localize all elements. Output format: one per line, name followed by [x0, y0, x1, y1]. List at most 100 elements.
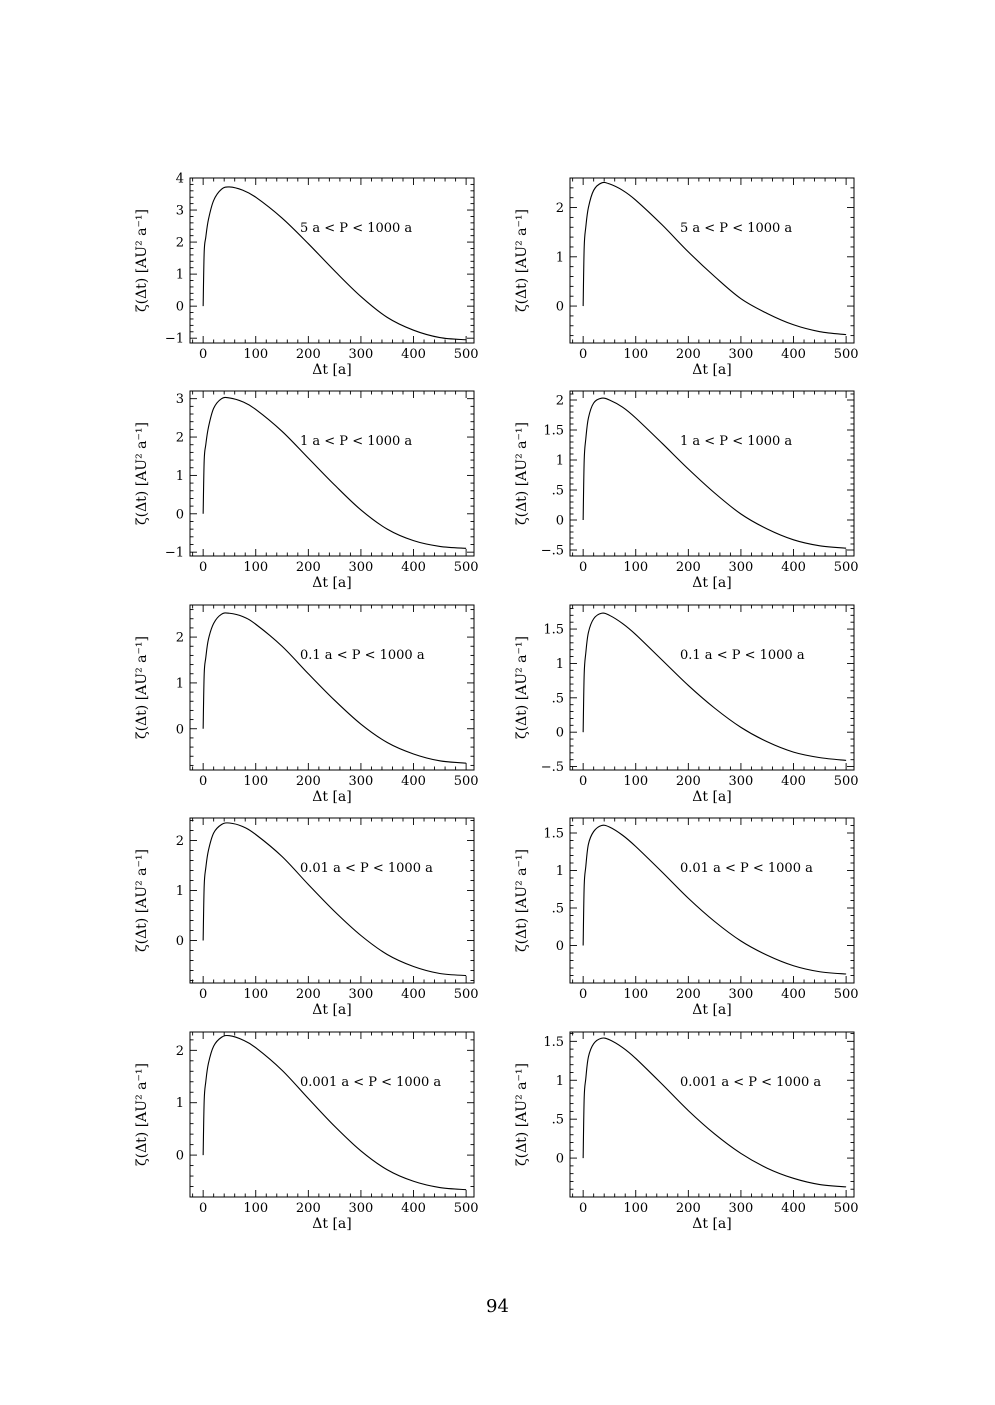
plot-frame — [569, 817, 855, 984]
chart-panel-9: 0 100 200 300 400 500 0 1 2 Δt [a] ζ(Δt) [AU² a⁻¹]… — [134, 1031, 479, 1232]
x-tick-label: 300 — [729, 560, 754, 575]
x-tick-label: 200 — [296, 774, 321, 789]
y-tick-label: 1 — [176, 676, 184, 691]
series-line-1 — [202, 396, 467, 549]
y-tick-label: 1 — [556, 864, 564, 879]
x-tick-label: 200 — [676, 774, 701, 789]
chart-panel-1: 0 100 200 300 400 500 −1 0 1 2 3 4 Δt [a] ζ(Δt) [AU² … — [134, 172, 479, 379]
y-tick-label: 2 — [176, 431, 184, 446]
x-axis-label: Δt [a] — [692, 1216, 731, 1232]
range-annotation: 0.1 a < P < 1000 a — [300, 648, 425, 663]
x-tick-label: 100 — [243, 347, 268, 362]
y-tick-label: .5 — [552, 484, 564, 499]
x-tick-label: 500 — [454, 347, 479, 362]
y-tick-label: 2 — [176, 631, 184, 646]
y-tick-label: 1.5 — [543, 827, 564, 842]
y-tick-label: 3 — [176, 204, 184, 219]
x-tick-label: 400 — [781, 774, 806, 789]
y-tick-label: 1 — [176, 884, 184, 899]
page-number: 94 — [486, 1296, 509, 1317]
chart-panel-7: 0 100 200 300 400 500 0 1 2 Δt [a] ζ(Δt) [AU² a⁻¹]… — [134, 817, 479, 1018]
y-tick-label: 0 — [556, 939, 564, 954]
range-annotation: 0.01 a < P < 1000 a — [680, 861, 813, 876]
x-axis-label: Δt [a] — [692, 1002, 731, 1018]
x-tick-label: 400 — [781, 1201, 806, 1216]
x-tick-label: 400 — [401, 1201, 426, 1216]
chart-panel-10: 0 100 200 300 400 500 0 .5 1 1.5 Δt [a] ζ(Δt) [AU² … — [514, 1031, 859, 1232]
y-tick-label: −.5 — [541, 544, 564, 559]
x-tick-label: 500 — [834, 774, 859, 789]
chart-panel-6: 0 100 200 300 400 500 −.5 0 .5 1 1.5 Δt [a] ζ(Δt) [A… — [514, 604, 859, 805]
x-tick-label: 400 — [781, 560, 806, 575]
range-annotation: 5 a < P < 1000 a — [680, 221, 792, 236]
y-axis-label: ζ(Δt) [AU² a⁻¹] — [514, 422, 530, 525]
x-axis-label: Δt [a] — [312, 1216, 351, 1232]
y-tick-label: 1.5 — [543, 623, 564, 638]
x-tick-label: 200 — [296, 560, 321, 575]
x-tick-label: 200 — [296, 987, 321, 1002]
y-axis-label: ζ(Δt) [AU² a⁻¹] — [134, 209, 150, 312]
x-tick-label: 100 — [623, 987, 648, 1002]
chart-panel-8: 0 100 200 300 400 500 0 .5 1 1.5 Δt [a] ζ(Δt) [AU² … — [514, 817, 859, 1018]
y-tick-label: .5 — [552, 1113, 564, 1128]
y-axis-label: ζ(Δt) [AU² a⁻¹] — [514, 636, 530, 739]
x-tick-label: 400 — [401, 347, 426, 362]
y-tick-label: 2 — [176, 834, 184, 849]
y-tick-label: 1 — [556, 454, 564, 469]
x-tick-label: 0 — [579, 987, 587, 1002]
y-axis-label: ζ(Δt) [AU² a⁻¹] — [134, 849, 150, 952]
x-tick-label: 100 — [243, 1201, 268, 1216]
range-annotation: 1 a < P < 1000 a — [300, 434, 412, 449]
y-axis-label: ζ(Δt) [AU² a⁻¹] — [134, 636, 150, 739]
series-line-1 — [582, 181, 847, 336]
x-tick-label: 0 — [199, 774, 207, 789]
x-tick-label: 300 — [729, 987, 754, 1002]
x-tick-label: 400 — [781, 347, 806, 362]
x-tick-label: 300 — [349, 987, 374, 1002]
y-tick-label: 0 — [176, 507, 184, 522]
y-tick-label: 0 — [556, 514, 564, 529]
series-line-1 — [202, 186, 467, 341]
y-axis-label: ζ(Δt) [AU² a⁻¹] — [134, 1063, 150, 1166]
x-tick-label: 0 — [199, 347, 207, 362]
y-tick-label: 4 — [176, 172, 184, 187]
plot-frame — [189, 817, 475, 984]
x-tick-label: 500 — [454, 1201, 479, 1216]
y-tick-label: 2 — [556, 201, 564, 216]
x-tick-label: 500 — [454, 987, 479, 1002]
y-tick-label: −1 — [165, 332, 184, 347]
y-tick-label: 2 — [556, 394, 564, 409]
y-tick-label: 1.5 — [543, 424, 564, 439]
y-tick-label: 3 — [176, 392, 184, 407]
plot-frame — [189, 177, 475, 344]
series-line-1 — [202, 822, 467, 977]
x-axis-label: Δt [a] — [312, 575, 351, 591]
y-axis-label: ζ(Δt) [AU² a⁻¹] — [514, 849, 530, 952]
x-tick-label: 500 — [454, 560, 479, 575]
x-tick-label: 0 — [199, 987, 207, 1002]
y-tick-label: 1 — [176, 268, 184, 283]
x-tick-label: 400 — [401, 774, 426, 789]
y-tick-label: 2 — [176, 1044, 184, 1059]
y-axis-label: ζ(Δt) [AU² a⁻¹] — [134, 422, 150, 525]
y-axis-label: ζ(Δt) [AU² a⁻¹] — [514, 1063, 530, 1166]
y-tick-label: 0 — [176, 722, 184, 737]
x-tick-label: 300 — [349, 560, 374, 575]
x-tick-label: 500 — [834, 347, 859, 362]
x-tick-label: 0 — [579, 774, 587, 789]
range-annotation: 0.01 a < P < 1000 a — [300, 861, 433, 876]
y-tick-label: 0 — [176, 300, 184, 315]
plot-frame — [189, 604, 475, 771]
range-annotation: 0.1 a < P < 1000 a — [680, 648, 805, 663]
x-tick-label: 100 — [243, 560, 268, 575]
x-tick-label: 400 — [401, 560, 426, 575]
x-axis-label: Δt [a] — [312, 1002, 351, 1018]
x-tick-label: 200 — [296, 1201, 321, 1216]
chart-panel-3: 0 100 200 300 400 500 −1 0 1 2 3 Δt [a] ζ(Δt) [AU² a… — [134, 390, 479, 591]
plot-frame — [569, 1031, 855, 1198]
series-line-1 — [582, 824, 847, 975]
chart-panel-2: 0 100 200 300 400 500 0 1 2 Δt [a] ζ(Δt) [AU² a⁻¹]… — [514, 177, 859, 378]
x-tick-label: 200 — [676, 987, 701, 1002]
x-tick-label: 100 — [623, 774, 648, 789]
y-tick-label: 1 — [556, 1074, 564, 1089]
